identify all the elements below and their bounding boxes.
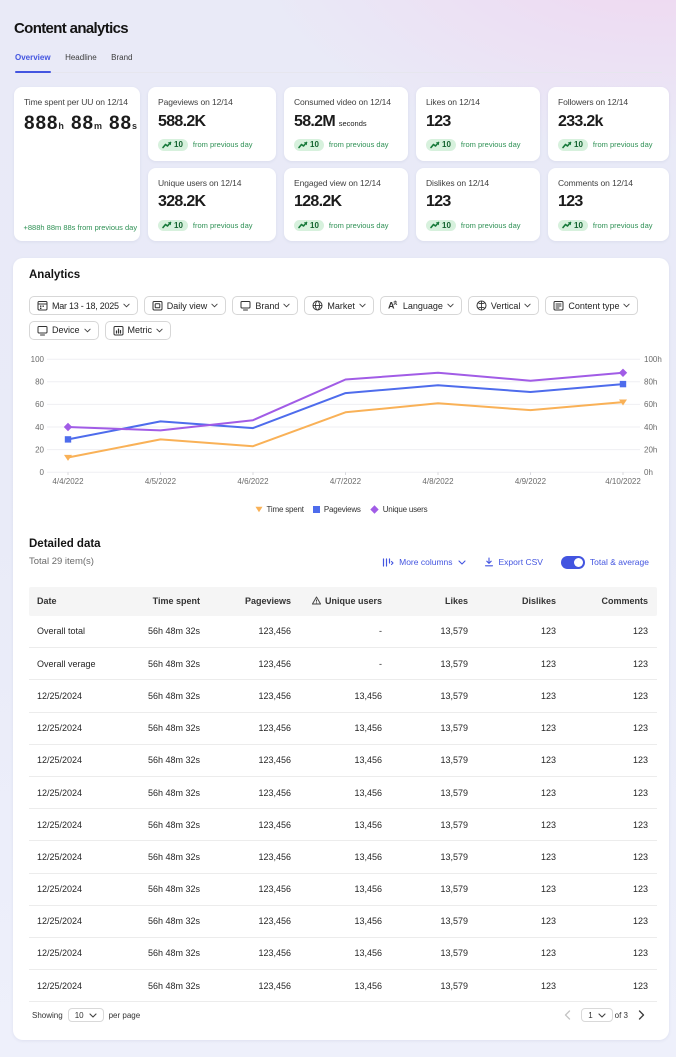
svg-text:60h: 60h (644, 400, 657, 409)
svg-text:40: 40 (35, 423, 44, 432)
svg-text:20h: 20h (644, 445, 657, 454)
svg-text:4/8/2022: 4/8/2022 (422, 477, 454, 486)
svg-text:0h: 0h (644, 468, 653, 477)
svg-text:4/5/2022: 4/5/2022 (145, 477, 177, 486)
svg-text:20: 20 (35, 445, 44, 454)
svg-text:60: 60 (35, 400, 44, 409)
svg-text:4/4/2022: 4/4/2022 (52, 477, 84, 486)
svg-text:100h: 100h (644, 355, 662, 364)
svg-text:40h: 40h (644, 423, 657, 432)
svg-text:4/10/2022: 4/10/2022 (605, 477, 641, 486)
svg-text:4/9/2022: 4/9/2022 (515, 477, 547, 486)
svg-text:80: 80 (35, 378, 44, 387)
svg-text:80h: 80h (644, 378, 657, 387)
svg-text:0: 0 (40, 468, 45, 477)
svg-text:4/6/2022: 4/6/2022 (237, 477, 269, 486)
svg-text:100: 100 (31, 355, 45, 364)
svg-text:4/7/2022: 4/7/2022 (330, 477, 362, 486)
